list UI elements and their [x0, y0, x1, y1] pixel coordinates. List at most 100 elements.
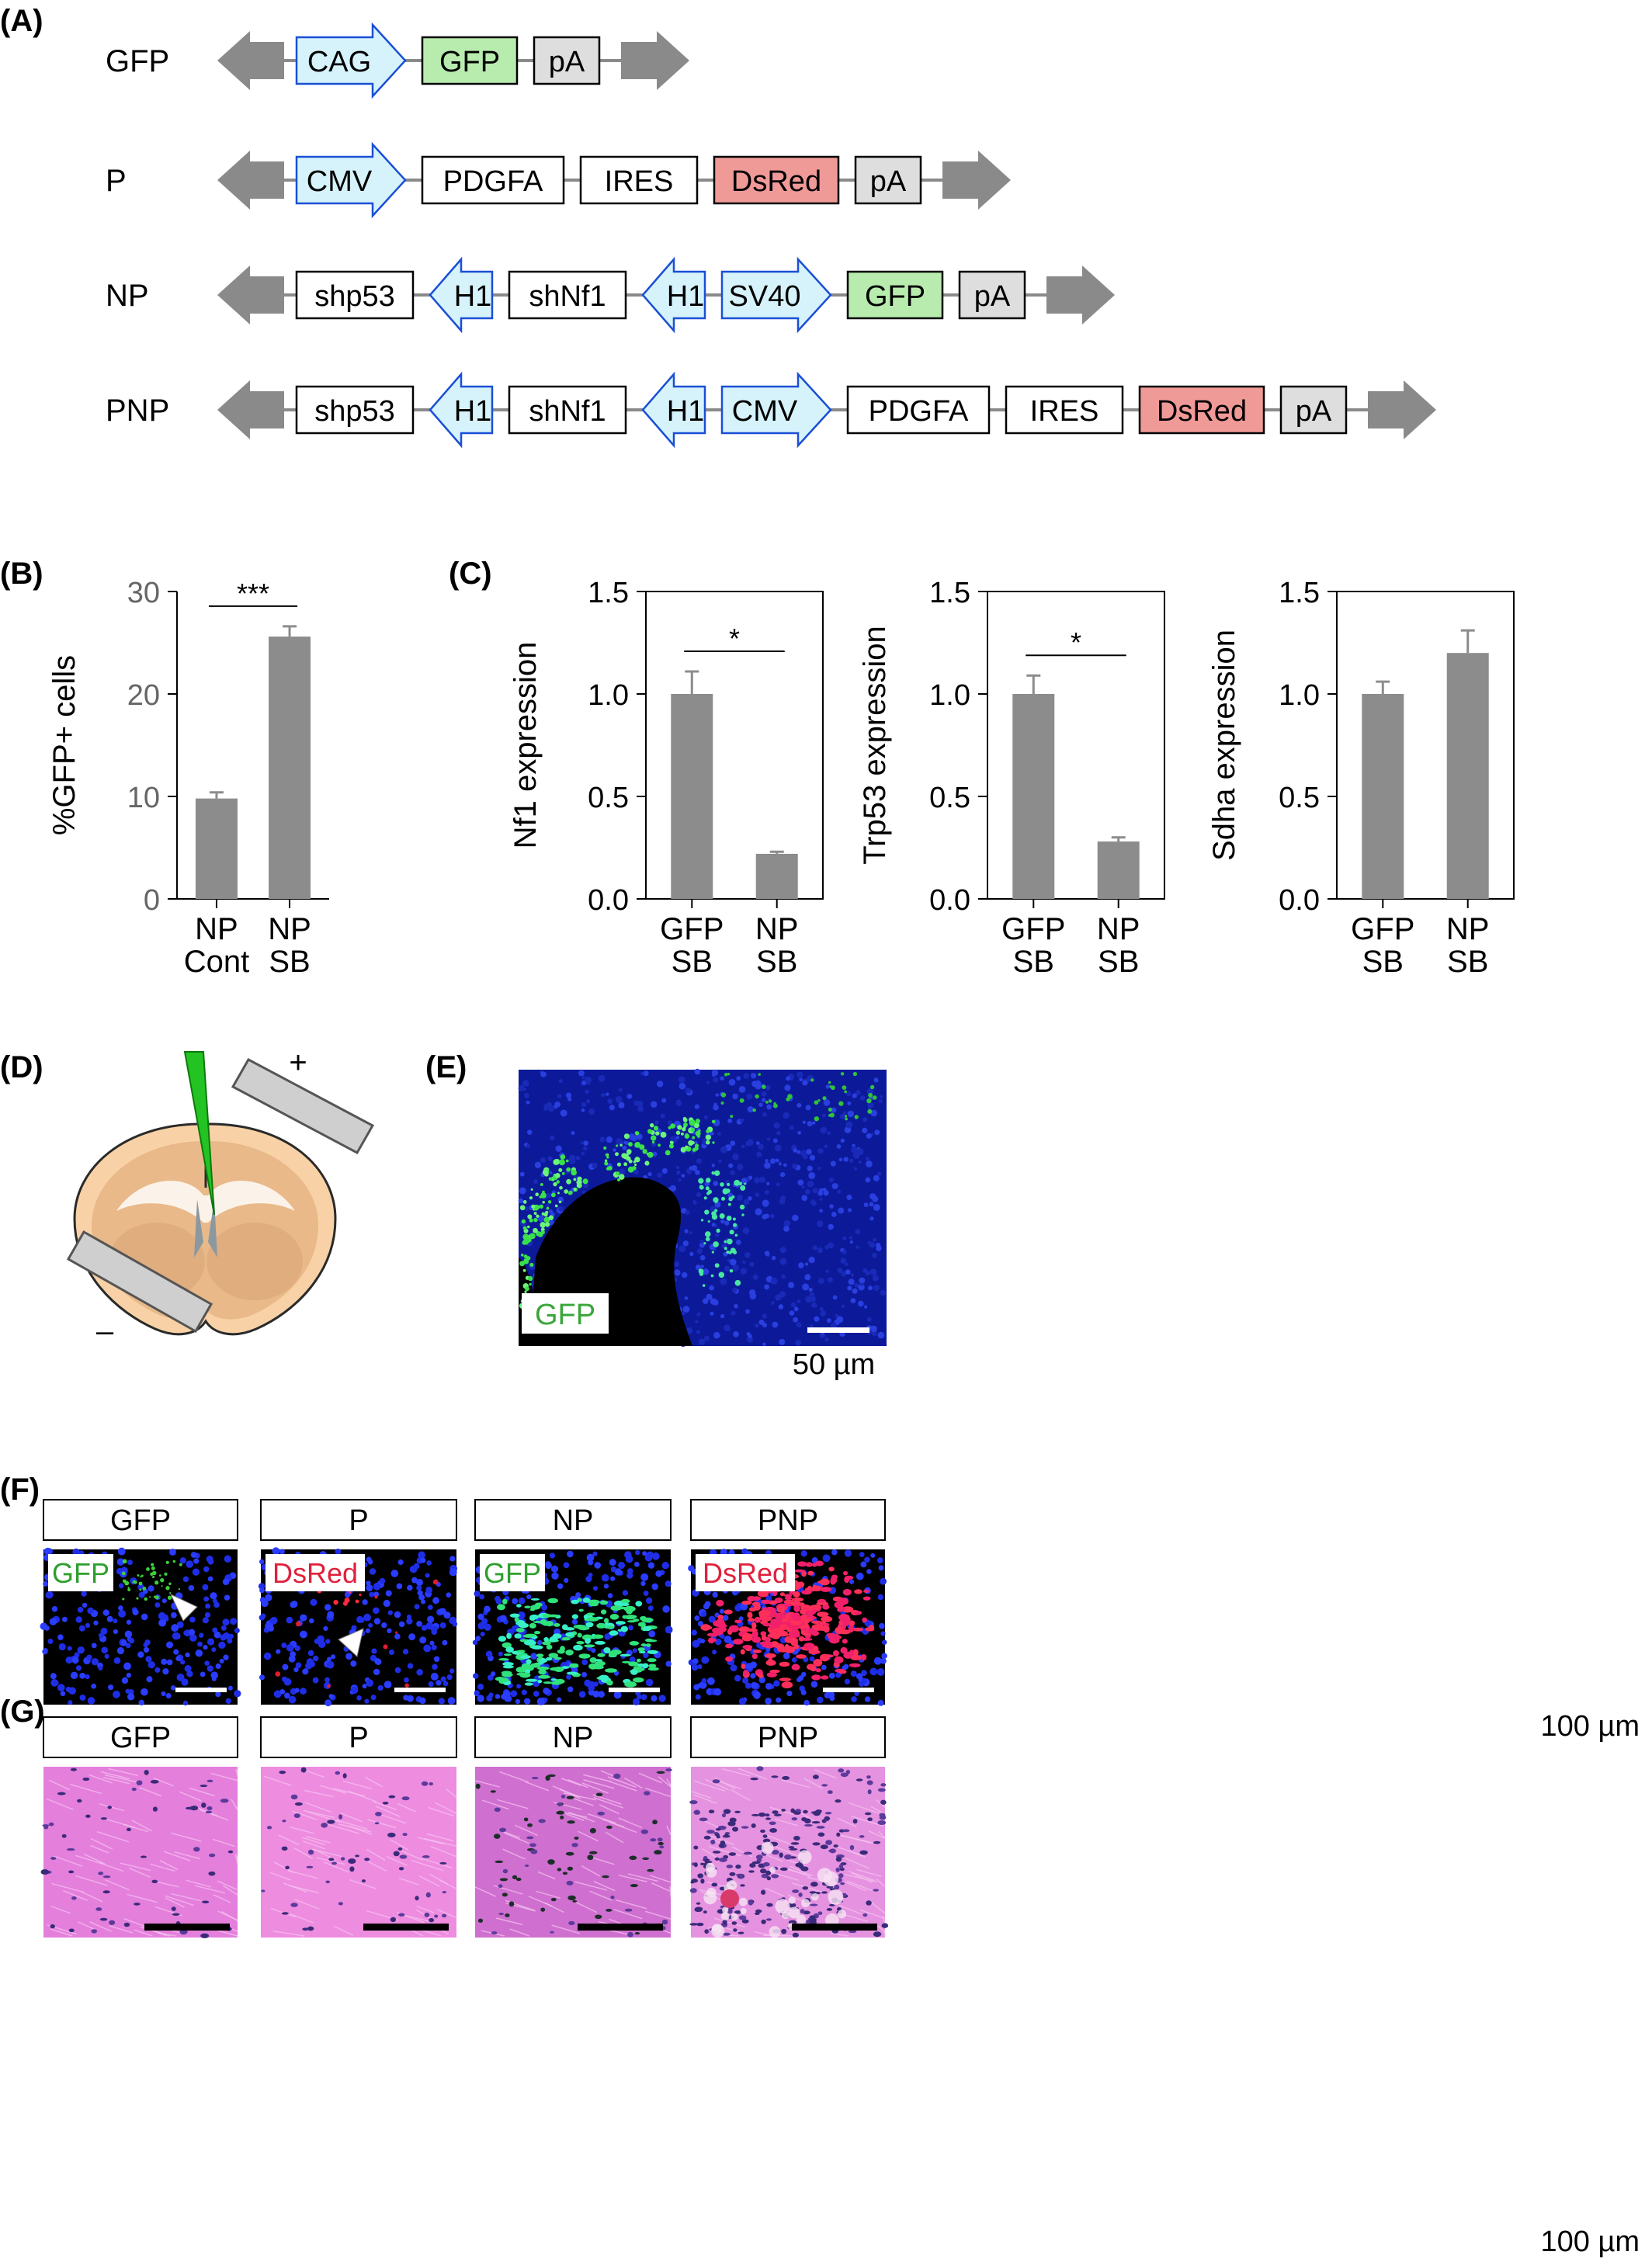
element-label: CMV — [732, 395, 798, 428]
nucleus — [487, 1674, 494, 1681]
nucleus — [880, 1289, 887, 1296]
nucleus — [704, 1929, 710, 1934]
nucleus — [728, 1852, 737, 1856]
tissue-fiber — [78, 1921, 95, 1931]
signal-spot — [514, 1617, 519, 1622]
nucleus — [327, 1820, 335, 1824]
signal-spot — [815, 1667, 821, 1673]
nucleus — [696, 1902, 701, 1905]
nucleus — [873, 1931, 882, 1938]
tissue-fiber — [293, 1847, 314, 1860]
signal-spot — [633, 1618, 640, 1622]
nucleus — [526, 1100, 530, 1105]
tissue-fiber — [163, 1851, 191, 1861]
nucleus — [340, 1857, 345, 1861]
nucleus — [185, 1806, 193, 1810]
gfp-cell — [698, 1178, 704, 1184]
nucleus — [827, 1790, 833, 1795]
nucleus — [849, 1579, 855, 1584]
gfp-cell — [560, 1154, 566, 1160]
nucleus — [724, 1265, 731, 1272]
cell-vacuole — [722, 1906, 729, 1913]
signal-spot — [759, 1641, 772, 1646]
tissue-fiber — [50, 1905, 71, 1914]
nucleus — [598, 1074, 606, 1082]
element-label: pA — [870, 165, 907, 198]
nucleus — [656, 1771, 665, 1775]
nucleus — [148, 1660, 155, 1669]
nucleus — [703, 1858, 710, 1861]
nucleus — [765, 1084, 771, 1091]
nucleus — [851, 1146, 858, 1154]
signal-spot — [394, 1631, 398, 1634]
tissue-fiber — [217, 1910, 238, 1921]
gfp-cell — [705, 1186, 710, 1191]
nucleus — [746, 1093, 753, 1100]
nucleus — [825, 1084, 831, 1089]
nucleus — [186, 1560, 194, 1568]
signal-spot — [781, 1618, 789, 1622]
nucleus — [831, 1107, 837, 1113]
signal-spot — [526, 1639, 534, 1643]
y-tick-label: 1.5 — [929, 577, 970, 609]
nucleus — [533, 1691, 540, 1697]
nucleus — [877, 1331, 885, 1339]
tissue-fiber — [651, 1882, 670, 1892]
nucleus — [771, 1301, 775, 1305]
tissue-fiber — [84, 1853, 106, 1865]
nucleus — [710, 1298, 717, 1305]
gfp-cell — [740, 1185, 746, 1191]
panel-title-box — [690, 1499, 886, 1541]
nucleus — [723, 1809, 731, 1814]
nucleus — [537, 1215, 545, 1223]
element-label: PDGFA — [443, 165, 543, 198]
signal-spot — [647, 1658, 657, 1663]
signal-spot — [849, 1663, 861, 1667]
nucleus — [592, 1586, 599, 1591]
nucleus — [567, 1686, 574, 1693]
nucleus — [856, 1673, 863, 1680]
nucleus — [796, 1322, 802, 1328]
nucleus — [113, 1690, 120, 1698]
tissue-fiber — [587, 1813, 616, 1824]
ventricle-right — [208, 1199, 217, 1258]
nucleus — [495, 1860, 504, 1864]
nucleus — [536, 1697, 545, 1705]
nucleus — [622, 1145, 627, 1150]
nucleus — [50, 1857, 57, 1860]
tissue-fiber — [263, 1775, 292, 1786]
signal-spot — [786, 1627, 793, 1632]
signal-spot — [517, 1650, 526, 1653]
nucleus — [709, 1285, 715, 1291]
nucleus — [678, 1245, 686, 1253]
nucleus — [91, 1657, 99, 1666]
signal-spot — [647, 1667, 659, 1671]
nucleus — [741, 1144, 745, 1149]
nucleus — [645, 1597, 653, 1605]
nucleus — [842, 1829, 850, 1833]
tissue-fiber — [537, 1871, 556, 1880]
nucleus — [797, 1130, 801, 1135]
nucleus — [414, 1604, 420, 1610]
nucleus — [442, 1913, 447, 1918]
nucleus — [809, 1154, 816, 1160]
signal-spot — [596, 1622, 606, 1629]
x-tick-label-line: NP — [1446, 912, 1490, 946]
nucleus — [682, 1272, 688, 1278]
tissue-fiber — [375, 1806, 401, 1817]
nucleus — [118, 1605, 123, 1611]
signal-spot — [774, 1612, 785, 1619]
stain-label: DsRed — [272, 1557, 358, 1589]
nucleus — [161, 1598, 167, 1604]
nucleus — [585, 1076, 592, 1084]
signal-spot — [122, 1598, 125, 1601]
gfp-cell — [727, 1072, 731, 1076]
promoter-arrow — [720, 256, 832, 334]
signal-spot — [629, 1640, 640, 1646]
nucleus — [633, 1169, 639, 1174]
nucleus — [651, 1583, 658, 1591]
nucleus — [428, 1681, 434, 1688]
gfp-cell — [670, 1123, 675, 1129]
nucleus — [633, 1561, 640, 1567]
nucleus — [426, 1560, 432, 1566]
